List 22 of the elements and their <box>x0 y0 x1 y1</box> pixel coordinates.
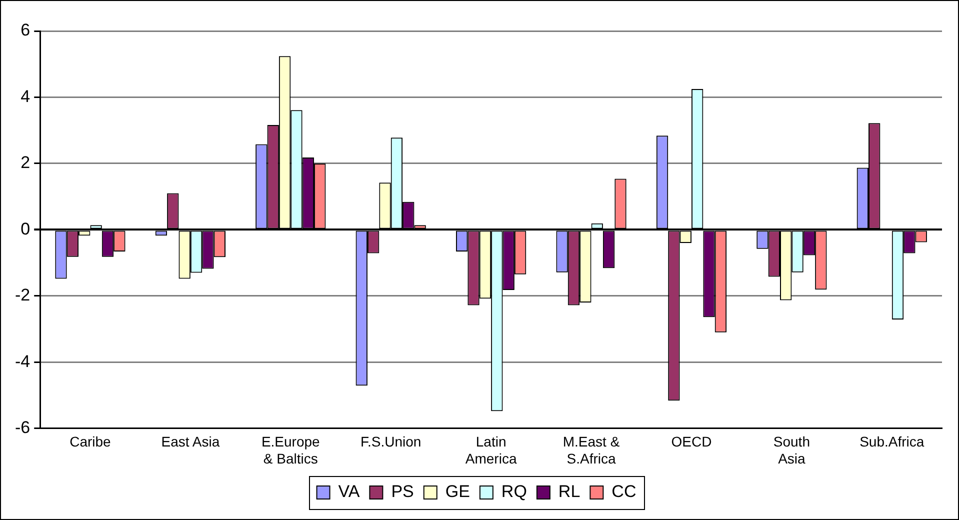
x-tick-label: East Asia <box>161 434 220 450</box>
y-tick-label: -4 <box>14 352 30 371</box>
x-tick-label: OECD <box>671 434 712 450</box>
x-tick-label: F.S.Union <box>360 434 422 450</box>
y-tick-label: 6 <box>20 20 30 40</box>
y-tick-label: -2 <box>14 286 30 305</box>
legend-label: CC <box>612 482 636 502</box>
y-tick-label: -6 <box>14 418 30 438</box>
x-tick-label: Sub.Africa <box>860 434 924 450</box>
x-tick-label: E.Europe & Baltics <box>261 434 320 466</box>
legend-label: GE <box>445 482 470 502</box>
legend-label: PS <box>391 482 414 502</box>
legend-label: VA <box>338 482 360 502</box>
legend-label: RL <box>558 482 580 502</box>
legend-label: RQ <box>501 482 527 502</box>
y-tick-label: 4 <box>20 86 30 106</box>
x-tick-label: South Asia <box>773 434 810 466</box>
y-tick-label: 0 <box>20 219 30 238</box>
y-tick-label: 2 <box>20 153 30 172</box>
x-tick-label: Latin America <box>465 434 517 466</box>
x-tick-label: Caribe <box>70 434 112 450</box>
x-tick-label: M.East & S.Africa <box>562 434 620 466</box>
